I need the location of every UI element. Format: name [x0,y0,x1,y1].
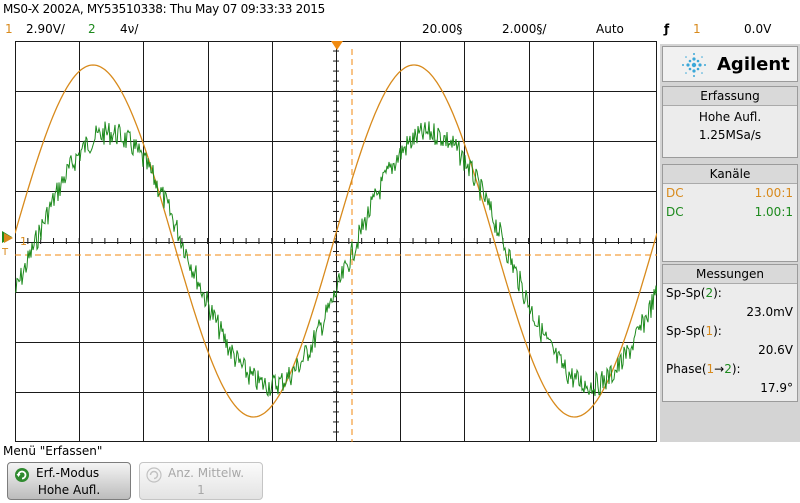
ch1-row[interactable]: DC 1.00:1 [663,184,797,203]
ch1-trace [15,64,657,418]
channels-header: Kanäle [663,165,797,184]
softkey-2-value: 1 [197,483,205,497]
measurement-2-label: Sp-Sp(1): [663,322,797,341]
trigger-channel[interactable]: 1 [693,22,701,36]
m3-label-prefix: Phase( [666,362,707,376]
menu-title: Menü "Erfassen" [3,444,103,458]
ch2-label[interactable]: 2 [88,22,96,36]
m2-label-suffix: ): [713,324,722,338]
trigger-mode[interactable]: Auto [596,22,624,36]
time-scale[interactable]: 2.000§/ [502,22,547,36]
measurement-3-value: 17.9° [760,381,793,395]
softkey-acquisition-mode[interactable]: Erf.-Modus Hohe Aufl. [7,462,131,500]
channel-markers[interactable]: T [1,231,14,258]
brand-box: Agilent [662,46,798,82]
acquisition-mode: Hohe Aufl. [698,110,762,124]
softkey-1-value: Hohe Aufl. [37,483,101,497]
softkey-1-label: Erf.-Modus [36,466,100,480]
status-bar: 1 2.90V/ 2 4ν/ 20.00§ 2.000§/ Auto ƒ 1 0… [0,22,800,40]
trigger-position-marker[interactable] [331,41,343,50]
waveform-display[interactable] [15,41,657,442]
m1-label-prefix: Sp-Sp( [666,286,706,300]
acquisition-header: Erfassung [663,87,797,106]
m3-label-channel-1: 1 [706,362,715,376]
graticule [15,41,657,442]
measurement-3-value-row: 17.9° [663,379,797,398]
m3-label-channel-2: 2 [724,362,732,376]
ch1-reference-label: 1 [20,235,27,248]
ch1-label[interactable]: 1 [5,22,13,36]
window-title: MS0-X 2002A, MY53510338: Thu May 07 09:3… [3,2,325,16]
ch1-ground-marker [4,233,13,243]
acquisition-box[interactable]: Erfassung Hohe Aufl. 1.25MSa/s [662,86,798,158]
agilent-spark-icon [682,53,706,77]
cycle-arrow-icon [15,468,29,482]
waveform-canvas [15,41,657,442]
measurements-box[interactable]: Messungen Sp-Sp(2): 23.0mV Sp-Sp(1): 20.… [662,264,798,402]
measurement-3-label: Phase(1→2): [663,360,797,379]
arrow-right-icon: → [714,362,725,376]
measurement-1-value-row: 23.0mV [663,303,797,322]
m1-label-suffix: ): [713,286,722,300]
measurements-header: Messungen [663,265,797,284]
brand-name: Agilent [717,54,790,75]
trigger-edge-icon: ƒ [664,22,670,36]
measurement-1-label: Sp-Sp(2): [663,284,797,303]
measurement-2-value: 20.6V [758,343,793,357]
softkey-2-label: Anz. Mittelw. [168,466,245,480]
ch2-coupling: DC [666,205,684,219]
ch1-coupling: DC [666,186,684,200]
trigger-level[interactable]: 0.0V [744,22,772,36]
sample-rate: 1.25MSa/s [698,128,762,142]
ch2-probe: 1.00:1 [754,205,793,219]
ch2-trace [15,121,657,398]
ch1-scale[interactable]: 2.90V/ [26,22,65,36]
m1-label-channel: 2 [705,286,714,300]
ch2-scale[interactable]: 4ν/ [120,22,139,36]
m3-label-suffix: ): [731,362,741,376]
m2-label-channel: 1 [705,324,714,338]
side-panel: Agilent Erfassung Hohe Aufl. 1.25MSa/s K… [660,44,800,442]
softkey-average-count[interactable]: Anz. Mittelw. 1 [139,462,263,500]
measurement-1-value: 23.0mV [746,305,793,319]
time-offset[interactable]: 20.00§ [422,22,463,36]
ch2-row[interactable]: DC 1.00:1 [663,203,797,222]
m2-label-prefix: Sp-Sp( [666,324,706,338]
cycle-arrow-icon [146,467,162,483]
trigger-level-marker: T [2,247,9,258]
ch1-probe: 1.00:1 [754,186,793,200]
measurement-2-value-row: 20.6V [663,341,797,360]
channels-box[interactable]: Kanäle DC 1.00:1 DC 1.00:1 [662,164,798,262]
